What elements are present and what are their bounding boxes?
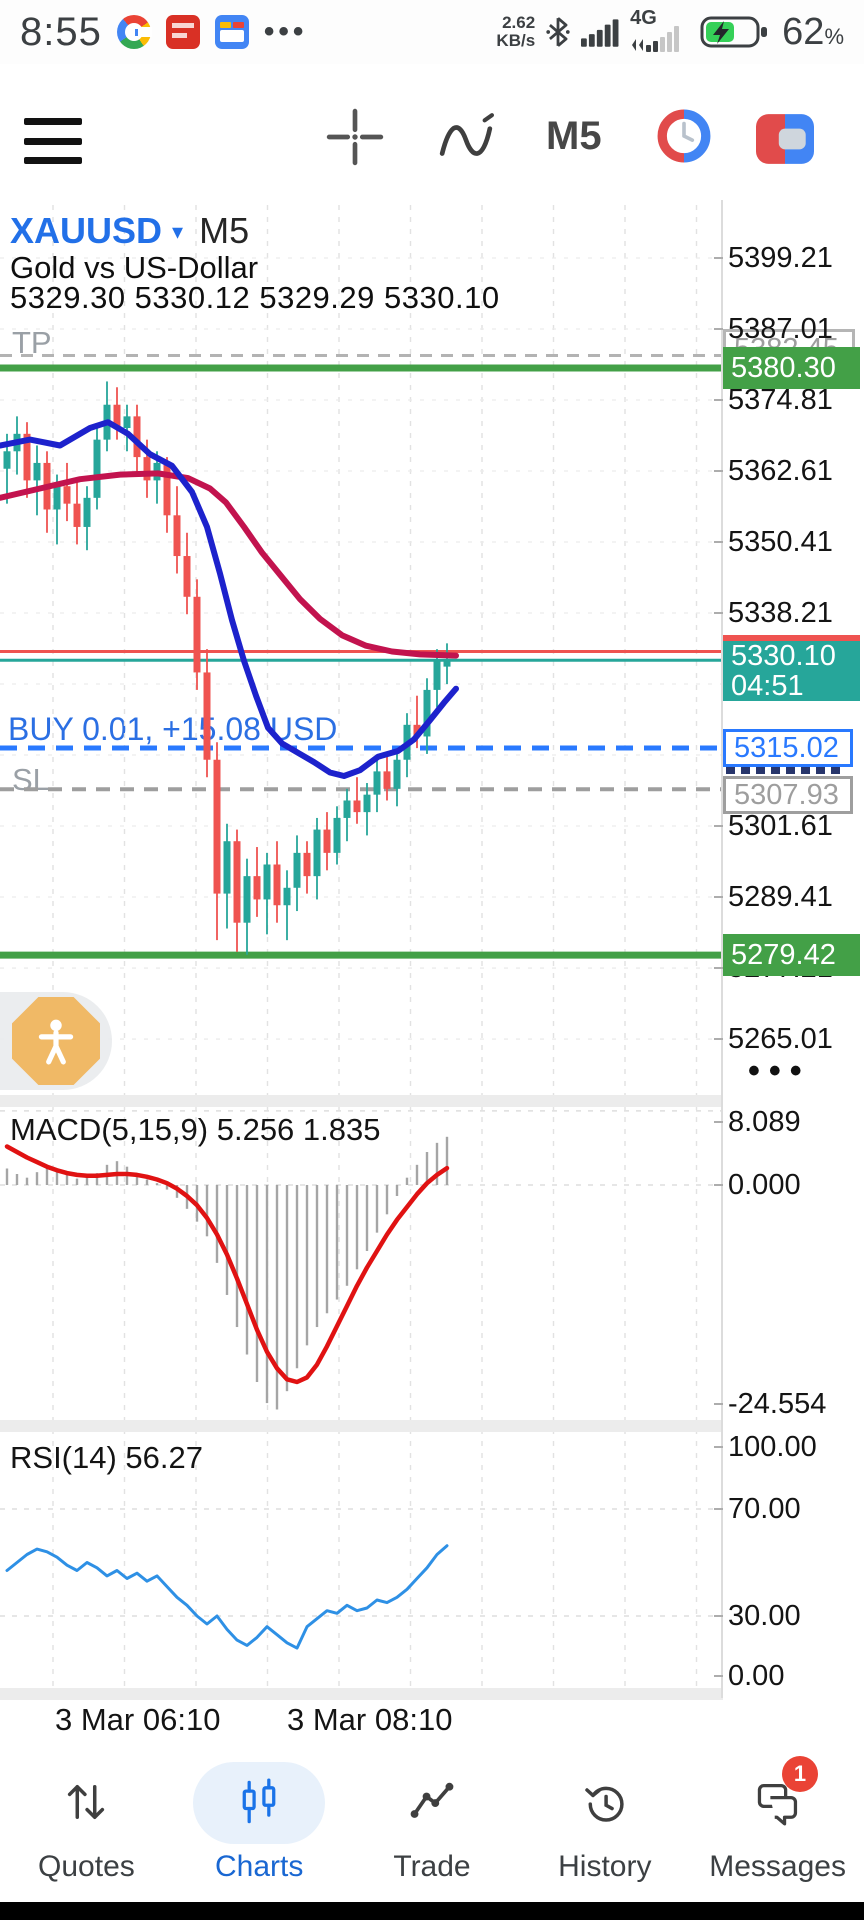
low-level-price-badge: 5279.42 <box>723 934 860 976</box>
charts-candles-icon <box>242 1778 276 1824</box>
price-chart[interactable] <box>0 200 723 1745</box>
current-price-badge: 5330.10 04:51 <box>723 635 860 701</box>
axis-tick-label: 0.00 <box>728 1660 785 1692</box>
axis-tick-label: 5301.61 <box>728 810 833 843</box>
net-speed-unit: KB/s <box>496 31 536 50</box>
nav-trade[interactable]: Trade <box>346 1756 519 1902</box>
nav-history-label: History <box>558 1850 652 1883</box>
messages-icon <box>757 1784 797 1826</box>
axis-tick-label: 5362.61 <box>728 455 833 487</box>
axis-tick-label: 8.089 <box>728 1106 801 1138</box>
open-price-badge: 5315.02 <box>723 729 853 767</box>
nav-history[interactable]: History <box>518 1756 691 1902</box>
network-speed: 2.62 KB/s <box>496 14 535 50</box>
objects-more-dots[interactable]: ••• <box>748 1052 811 1090</box>
trade-pulse-icon <box>410 1782 454 1818</box>
accessibility-shortcut-button[interactable] <box>0 992 112 1090</box>
android-home-bar <box>0 1902 864 1920</box>
price-axis-border <box>721 200 723 1698</box>
percent-sign: % <box>824 23 844 49</box>
net-speed-value: 2.62 <box>502 13 536 32</box>
current-price-value: 5330.10 <box>731 640 836 672</box>
axis-tick-label: 0.000 <box>728 1169 801 1201</box>
axis-tick-label: 30.00 <box>728 1600 801 1632</box>
chevron-down-icon: ▾ <box>172 219 184 244</box>
pane-separator[interactable] <box>0 1095 723 1107</box>
nav-messages-label: Messages <box>709 1850 846 1883</box>
nav-charts-label: Charts <box>215 1850 304 1883</box>
bluetooth-icon <box>546 17 570 47</box>
bar-countdown: 04:51 <box>731 670 804 702</box>
google-icon <box>116 15 152 49</box>
trading-sessions-icon[interactable] <box>656 108 712 164</box>
symbol-timeframe: M5 <box>199 210 250 251</box>
status-bar: 8:55 ••• 2.62 KB/s 4G <box>0 0 864 64</box>
nav-charts[interactable]: Charts <box>173 1756 346 1902</box>
active-tab-pill <box>193 1762 326 1844</box>
accessibility-icon <box>12 997 100 1085</box>
pane-separator <box>0 1688 723 1700</box>
pane-separator[interactable] <box>0 1420 723 1432</box>
axis-tick-label: 5399.21 <box>728 242 833 274</box>
window-mode-button[interactable] <box>756 114 814 164</box>
signal-bars-icon <box>581 19 619 47</box>
symbol-description: Gold vs US-Dollar <box>10 250 259 285</box>
battery-percent-value: 62 <box>782 10 825 53</box>
google-news-icon <box>214 15 249 49</box>
axis-tick-label: 5265.01 <box>728 1023 833 1056</box>
symbol-header[interactable]: XAUUSD ▾ M5 <box>10 210 249 252</box>
axis-tick-label: -24.554 <box>728 1388 827 1420</box>
nav-quotes[interactable]: Quotes <box>0 1756 173 1902</box>
axis-tick-label: 5289.41 <box>728 881 833 914</box>
nav-quotes-label: Quotes <box>38 1850 135 1883</box>
battery-percent: 62 % <box>782 11 844 54</box>
red-app-notification-icon <box>165 15 200 49</box>
menu-button[interactable] <box>24 118 82 177</box>
ohlc-values: 5329.30 5330.12 5329.29 5330.10 <box>10 280 500 315</box>
mobile-data-signal-icon: 4G <box>630 7 688 55</box>
axis-tick-label: 5350.41 <box>728 526 833 559</box>
high-level-price-badge: 5380.30 <box>723 347 860 389</box>
symbol-name[interactable]: XAUUSD <box>10 210 163 251</box>
clock: 8:55 <box>20 9 102 54</box>
rsi-indicator-header: RSI(14) 56.27 <box>10 1440 203 1475</box>
history-clock-icon <box>585 1786 624 1822</box>
battery-charging-icon <box>700 16 768 48</box>
quotes-arrows-icon <box>68 1784 105 1820</box>
timeframe-button[interactable]: M5 <box>546 114 602 158</box>
nav-trade-label: Trade <box>393 1850 471 1883</box>
macd-indicator-header: MACD(5,15,9) 5.256 1.835 <box>10 1112 381 1147</box>
hidden-price-badge <box>726 767 844 774</box>
axis-tick-label: 100.00 <box>728 1431 817 1463</box>
indicators-button[interactable] <box>438 112 494 164</box>
axis-tick-label: 5338.21 <box>728 597 833 630</box>
messages-unread-badge: 1 <box>781 1756 818 1792</box>
time-axis-label: 3 Mar 08:10 <box>287 1702 453 1737</box>
more-notifications-icon: ••• <box>263 15 308 48</box>
sl-price-badge: 5307.93 <box>723 776 853 814</box>
crosshair-tool-button[interactable] <box>326 108 384 166</box>
axis-tick-label: 70.00 <box>728 1493 801 1525</box>
network-type-label: 4G <box>630 7 657 29</box>
nav-messages[interactable]: 1 Messages <box>691 1756 864 1902</box>
time-axis-label: 3 Mar 06:10 <box>55 1702 221 1737</box>
ask-stripe <box>723 635 860 641</box>
bottom-navigation: Quotes Charts Trad <box>0 1756 864 1902</box>
